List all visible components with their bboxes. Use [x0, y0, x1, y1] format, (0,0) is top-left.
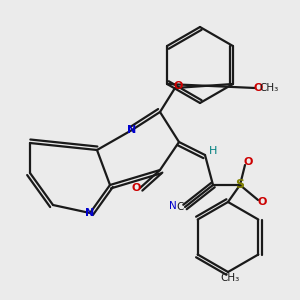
Text: N: N: [128, 125, 136, 135]
Text: O: O: [253, 83, 263, 93]
Text: H: H: [209, 146, 217, 156]
Text: S: S: [236, 178, 244, 190]
Text: N: N: [169, 201, 177, 211]
Text: CH₃: CH₃: [260, 83, 279, 93]
Text: O: O: [173, 81, 183, 91]
Text: O: O: [131, 183, 141, 193]
Text: O: O: [257, 197, 267, 207]
Text: O: O: [243, 157, 253, 167]
Text: N: N: [85, 208, 94, 218]
Text: CH₃: CH₃: [220, 273, 240, 283]
Text: C: C: [176, 202, 184, 212]
